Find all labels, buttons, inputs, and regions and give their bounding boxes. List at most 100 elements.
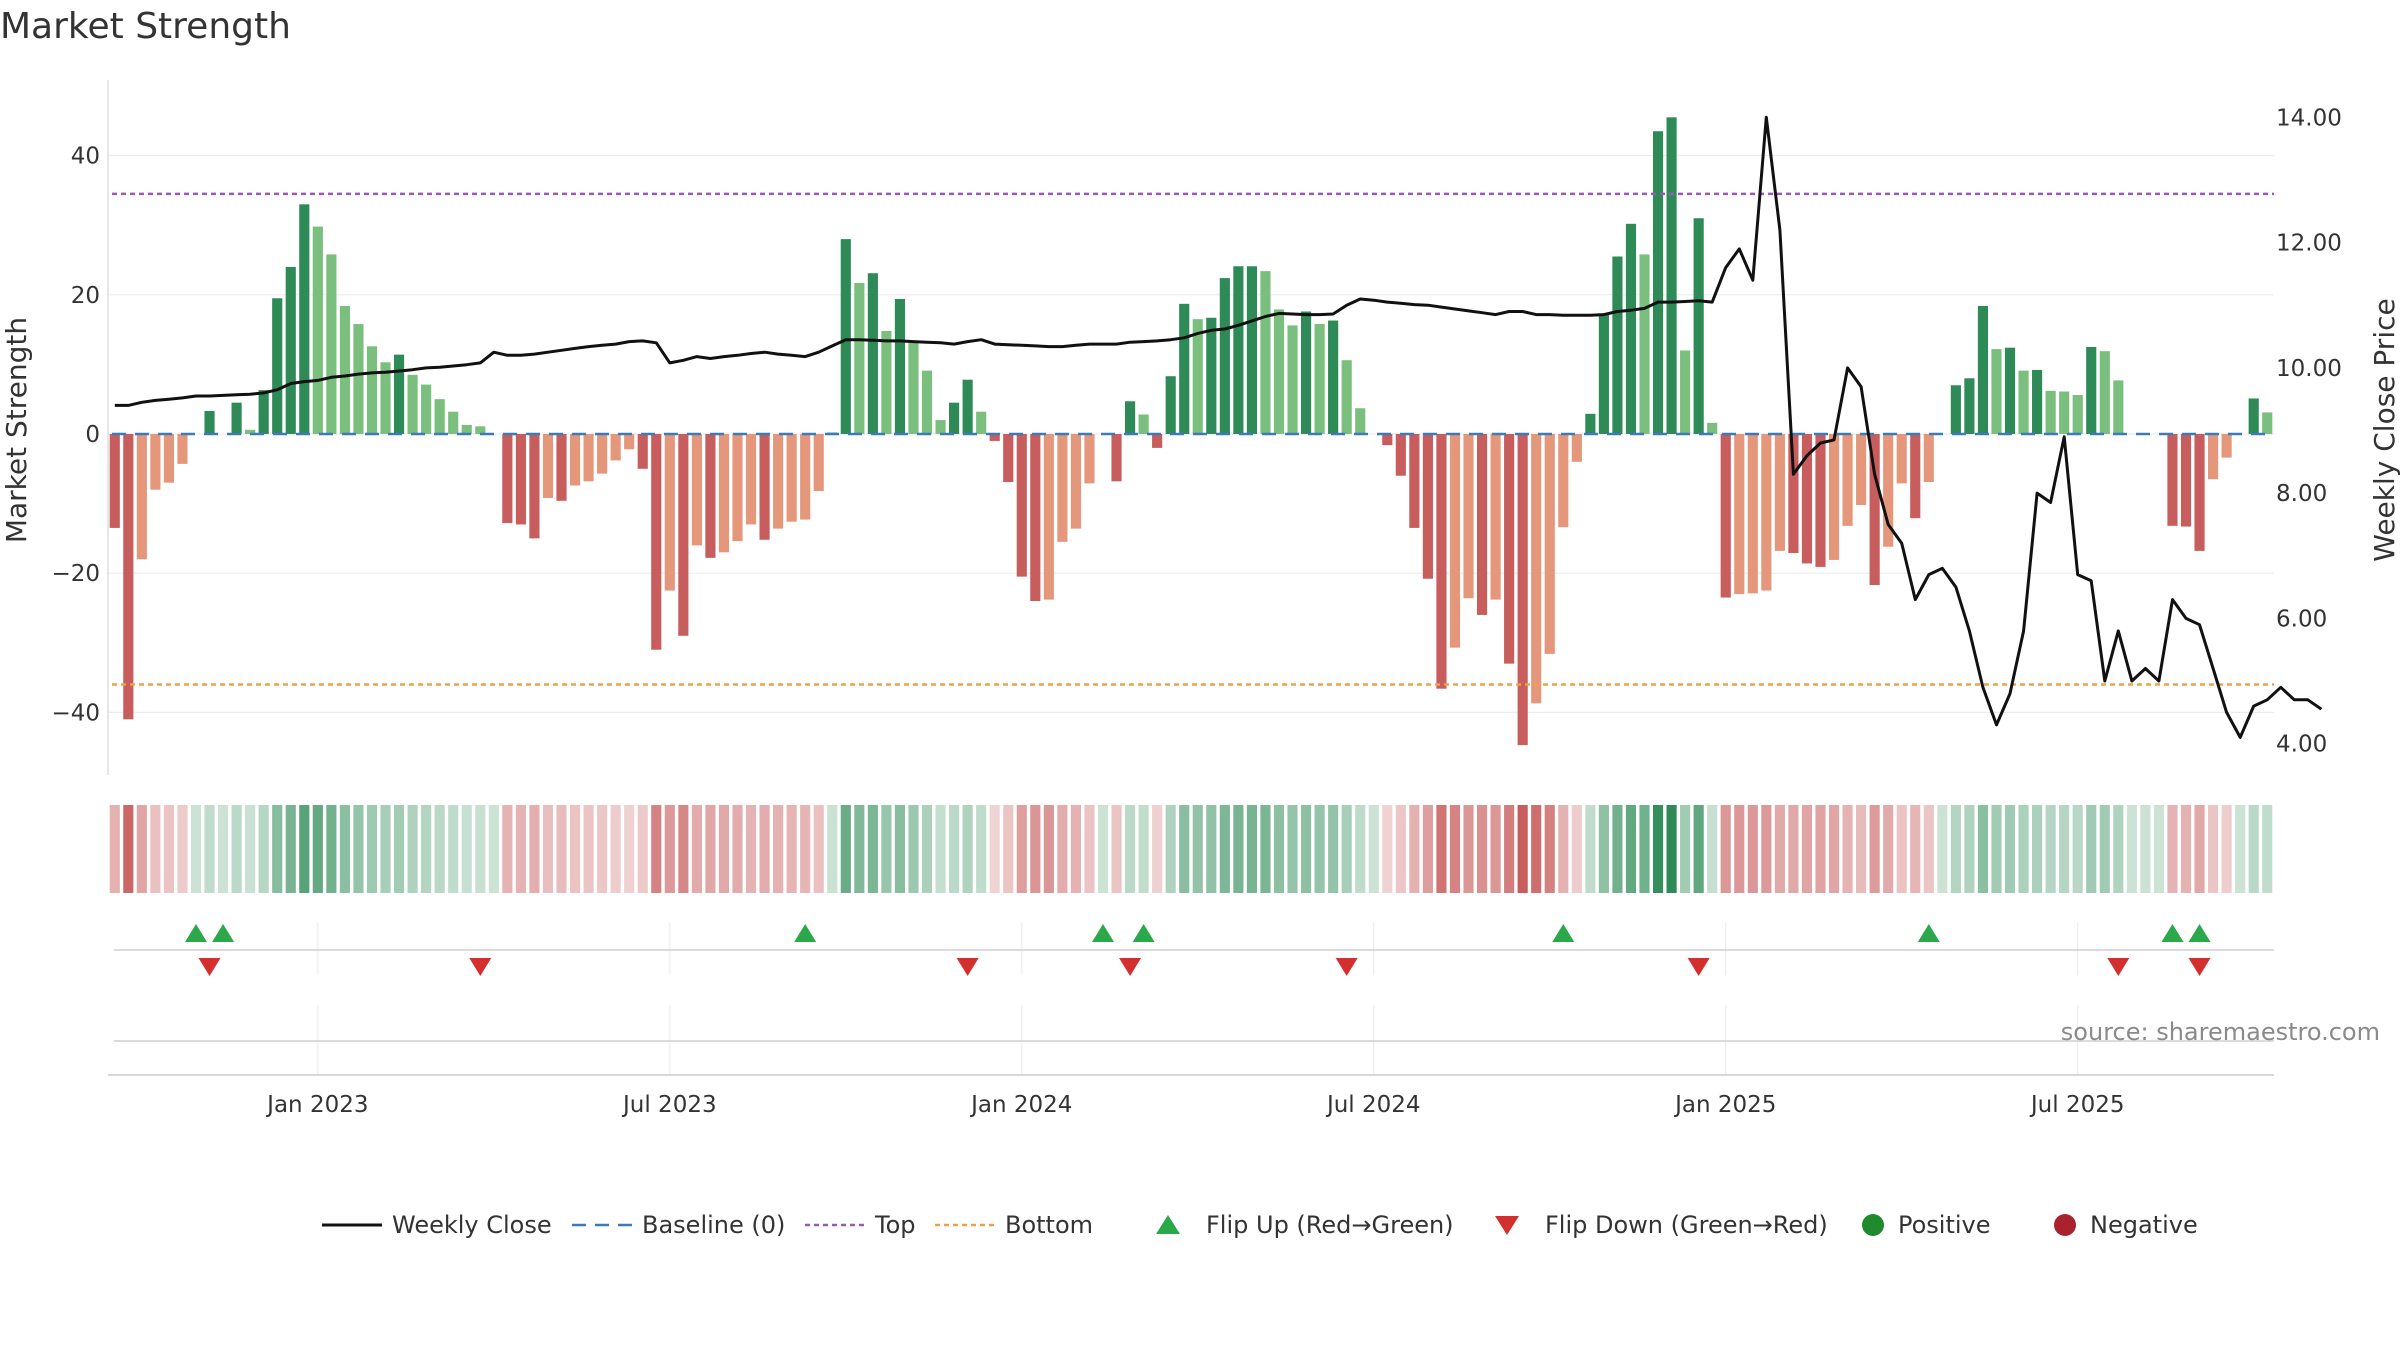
heat-cell [800, 805, 811, 893]
strength-bar [1300, 311, 1312, 434]
heat-cell [854, 805, 865, 893]
strength-heat-strip [109, 805, 2273, 893]
strength-bar [1287, 325, 1298, 434]
heat-cell [1896, 805, 1907, 893]
strength-bar [245, 429, 256, 434]
strength-bar [1314, 324, 1325, 434]
strength-bar [2113, 380, 2124, 434]
heat-cell [1964, 805, 1975, 893]
heat-cell [1368, 805, 1379, 893]
strength-bar [434, 399, 445, 434]
heat-cell [935, 805, 946, 893]
flip-down-marker [1335, 958, 1358, 976]
flip-up-marker [184, 924, 207, 942]
heat-cell [894, 805, 906, 893]
heat-cell [1355, 805, 1366, 893]
strength-bar [1910, 433, 1921, 519]
heat-cell [163, 805, 174, 893]
strength-bar [1070, 433, 1082, 529]
flip-down-marker [469, 958, 492, 976]
heat-cell [1125, 805, 1136, 893]
strength-bar [380, 362, 391, 434]
strength-bar [1774, 433, 1785, 551]
strength-bar [1991, 349, 2002, 434]
strength-bar [1842, 433, 1853, 526]
heat-cell [1084, 805, 1095, 893]
heat-cell [2032, 805, 2043, 893]
heat-cell [745, 805, 757, 893]
strength-bar [1923, 433, 1934, 483]
heat-cell [2140, 805, 2151, 893]
strength-bar [1084, 433, 1095, 484]
right-tick-label: 10.00 [2276, 356, 2342, 382]
strength-bar [299, 204, 310, 434]
strength-bar [651, 433, 662, 650]
strength-bar [1355, 408, 1366, 434]
strength-bar [840, 239, 851, 434]
flip-up-marker [2188, 924, 2211, 942]
heat-cell [1612, 805, 1623, 893]
heat-cell [1030, 805, 1041, 893]
heat-cell [1977, 805, 1989, 893]
heat-cell [488, 805, 499, 893]
heat-cell [2086, 805, 2097, 893]
strength-bar [1544, 433, 1555, 654]
heat-cell [245, 805, 256, 893]
heat-cell [2248, 805, 2259, 893]
x-tick-label: Jul 2024 [1325, 1092, 1421, 1118]
strength-bar [407, 374, 418, 434]
heat-cell [1652, 805, 1664, 893]
strength-bar [2059, 391, 2070, 434]
heat-cell [1544, 805, 1555, 893]
heat-cell [569, 805, 581, 893]
strength-bar [150, 433, 161, 490]
strength-bar [759, 433, 770, 540]
heat-cell [976, 805, 987, 893]
strength-bar [1179, 303, 1190, 434]
strength-bar [2208, 433, 2219, 480]
heat-cell [1341, 805, 1352, 893]
heat-cell [1734, 805, 1745, 893]
heat-cell [123, 805, 134, 893]
legend-label: Bottom [1005, 1211, 1093, 1239]
legend-item-up: Flip Up (Red→Green) [1156, 1211, 1454, 1239]
strength-bar [1273, 309, 1285, 434]
strength-bar [1869, 433, 1880, 586]
heat-cell [1328, 805, 1339, 893]
heat-cell [1707, 805, 1718, 893]
strength-bar [2099, 351, 2110, 434]
strength-bar [529, 433, 540, 539]
heat-cell [718, 805, 730, 893]
heat-cell [989, 805, 1000, 893]
strength-bar [1165, 376, 1176, 434]
strength-bar [1517, 433, 1528, 746]
strength-bar [1761, 433, 1772, 591]
heat-cell [1273, 805, 1285, 893]
heat-cell [2113, 805, 2124, 893]
heat-cell [1517, 805, 1528, 893]
strength-bar [1152, 433, 1163, 448]
strength-bar [949, 402, 960, 434]
strength-bar [326, 254, 337, 434]
heat-cell [150, 805, 161, 893]
strength-bar [1341, 360, 1352, 434]
strength-bar [1409, 433, 1420, 528]
strength-bar [1030, 433, 1041, 602]
strength-bar [1490, 433, 1501, 600]
strength-bar [461, 424, 472, 434]
strength-bar [353, 324, 364, 434]
strength-bar [393, 354, 405, 434]
flip-markers-panel [108, 924, 2274, 1076]
heat-cell [1422, 805, 1433, 893]
heat-cell [2045, 805, 2056, 893]
strength-bar [272, 298, 283, 434]
x-axis-ticks: Jan 2023 Jul 2023 Jan 2024 Jul 2024 Jan 2025… [265, 1092, 2124, 1118]
strength-bar [366, 346, 378, 434]
heat-cell [1409, 805, 1420, 893]
heat-cell [448, 805, 459, 893]
heat-cell [1260, 805, 1271, 893]
heat-cell [231, 805, 242, 893]
flip-down-marker [198, 958, 221, 976]
heat-cell [1016, 805, 1027, 893]
right-tick-label: 6.00 [2276, 606, 2327, 632]
